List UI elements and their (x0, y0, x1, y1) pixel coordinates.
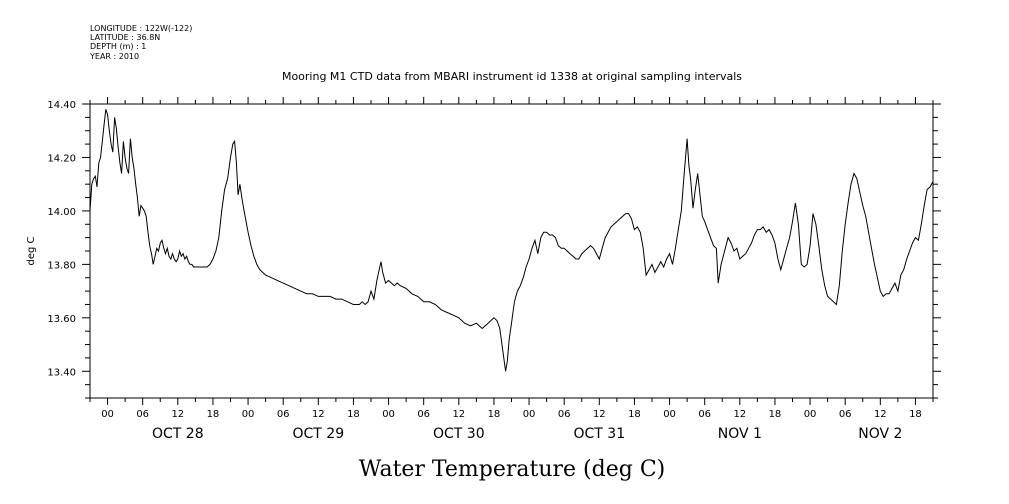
x-tick-label: 06 (136, 409, 149, 420)
x-tick-label: 18 (909, 409, 922, 420)
x-tick-label: 06 (839, 409, 852, 420)
x-tick-label: 12 (171, 409, 184, 420)
x-tick-label: 12 (312, 409, 325, 420)
depth-label: DEPTH (m) : 1 (90, 42, 146, 51)
x-tick-label: 00 (804, 409, 817, 420)
x-tick-label: 18 (769, 409, 782, 420)
x-tick-label: 12 (733, 409, 746, 420)
year-label: YEAR : 2010 (89, 52, 139, 61)
x-tick-label: 06 (277, 409, 290, 420)
x-tick-label: 00 (242, 409, 255, 420)
x-axis-title: Water Temperature (deg C) (359, 457, 666, 482)
x-tick-label: 06 (698, 409, 711, 420)
x-tick-label: 00 (101, 409, 114, 420)
y-tick-label: 13.80 (47, 260, 76, 271)
x-day-label: OCT 29 (293, 426, 345, 442)
y-tick-label: 14.00 (47, 207, 76, 218)
x-tick-label: 00 (523, 409, 536, 420)
temperature-series-line (89, 109, 934, 372)
plot-frame (89, 103, 934, 399)
y-tick-label: 14.40 (47, 100, 76, 111)
x-tick-label: 18 (628, 409, 641, 420)
x-tick-label: 12 (874, 409, 887, 420)
x-day-label: OCT 28 (152, 426, 204, 442)
x-tick-label: 00 (382, 409, 395, 420)
x-tick-label: 06 (558, 409, 571, 420)
x-tick-label: 18 (347, 409, 360, 420)
x-day-label: NOV 1 (718, 426, 762, 442)
longitude-label: LONGITUDE : 122W(-122) (90, 24, 192, 33)
y-axis-label: deg C (26, 236, 37, 265)
axis-ticks (82, 97, 941, 405)
y-tick-label: 14.20 (47, 153, 76, 164)
latitude-label: LATITUDE : 36.8N (90, 33, 160, 42)
x-day-label: OCT 31 (574, 426, 626, 442)
chart-title: Mooring M1 CTD data from MBARI instrumen… (282, 70, 742, 83)
x-tick-label: 06 (417, 409, 430, 420)
x-tick-label: 18 (488, 409, 501, 420)
x-tick-label: 12 (452, 409, 465, 420)
x-tick-label: 18 (207, 409, 220, 420)
axis-labels: 00 06 12 18 00 06 12 18 00 06 12 18 00 06 12 18 00 06 12 18… (47, 100, 921, 442)
x-tick-label: 12 (593, 409, 606, 420)
y-tick-label: 13.60 (47, 314, 76, 325)
y-tick-label: 13.40 (47, 367, 76, 378)
x-day-label: OCT 30 (433, 426, 485, 442)
x-tick-label: 00 (663, 409, 676, 420)
x-day-label: NOV 2 (858, 426, 902, 442)
